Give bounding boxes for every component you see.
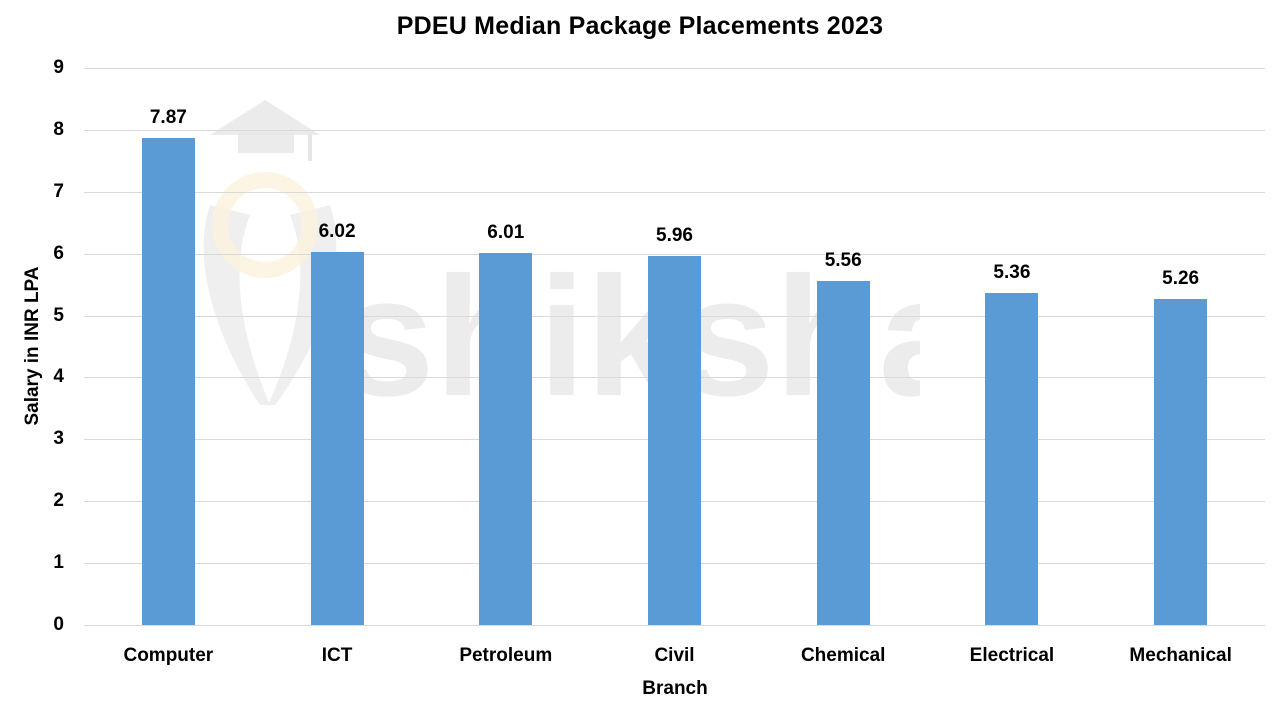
x-tick-label: Chemical [800, 645, 886, 666]
bar-petroleum [479, 253, 533, 625]
x-tick-label: ICT [321, 645, 353, 666]
bar-ict [310, 252, 364, 625]
y-tick-label: 2 [53, 490, 64, 512]
y-tick-label: 9 [53, 57, 64, 78]
chart-title: PDEU Median Package Placements 2023 [396, 12, 884, 40]
x-tick-label: Petroleum [459, 645, 553, 666]
x-tick-label: Electrical [969, 645, 1055, 666]
x-tick-label: Civil [654, 645, 695, 666]
bar-value-label: 6.02 [318, 221, 356, 243]
x-tick-label: Mechanical [1129, 645, 1232, 666]
bar-value-label: 5.36 [993, 262, 1031, 284]
bar-value-label: 5.26 [1162, 268, 1200, 290]
bar-value-label: 5.56 [824, 249, 862, 271]
bar-value-label: 7.87 [149, 106, 187, 128]
y-axis-title: Salary in INR LPA [22, 266, 43, 426]
x-tick-label: Computer [123, 645, 214, 666]
y-tick-label: 4 [53, 366, 64, 388]
gridline [84, 625, 1265, 626]
bar-computer [141, 137, 195, 625]
gridline [84, 129, 1265, 131]
gridline [84, 68, 1265, 69]
bar-chemical [816, 280, 870, 625]
gridline [84, 253, 1265, 255]
y-tick-label: 1 [53, 552, 64, 574]
bar-electrical [985, 293, 1039, 625]
gridline [84, 191, 1265, 193]
bar-value-label: 5.96 [656, 225, 693, 247]
y-tick-label: 8 [53, 118, 64, 140]
y-tick-label: 5 [53, 304, 64, 326]
y-tick-label: 3 [53, 428, 64, 450]
bar-value-label: 6.01 [487, 222, 525, 244]
x-axis-title: Branch [642, 678, 708, 699]
y-tick-label: 7 [53, 180, 64, 202]
y-tick-label: 0 [53, 614, 64, 635]
y-tick-label: 6 [53, 242, 64, 264]
bar-mechanical [1154, 299, 1208, 625]
bar-civil [648, 256, 701, 625]
